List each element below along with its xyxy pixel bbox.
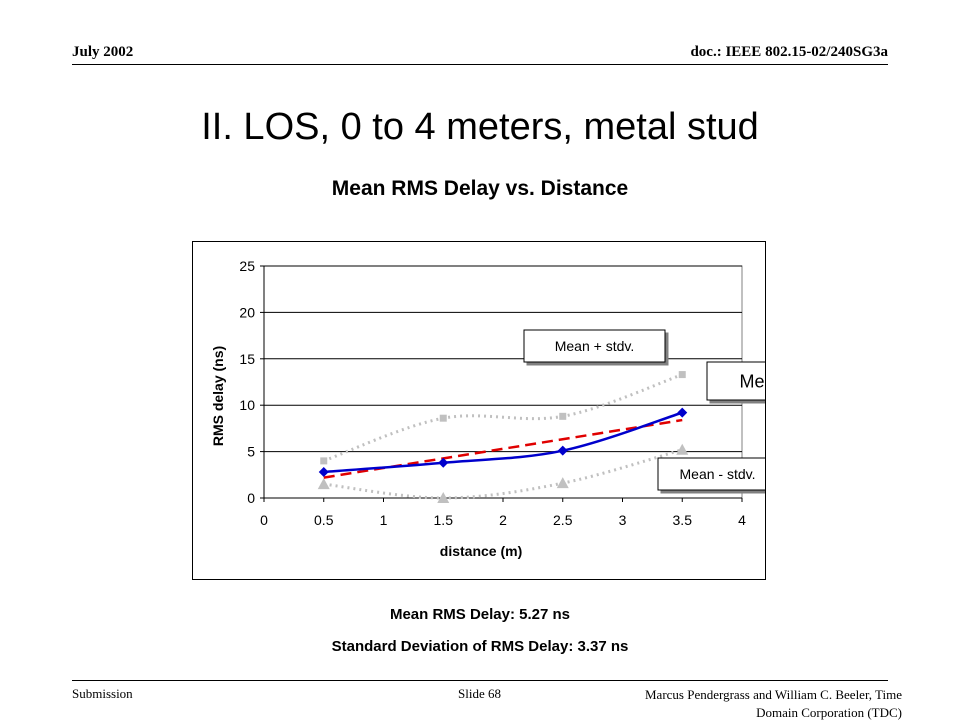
annotation-mean-rms-delay: Mean RMS Delay [706,361,765,401]
point-mean [677,407,688,418]
point-lower [317,478,330,490]
chart-frame: 0 5 10 15 20 25 0 0.5 1 1.5 2 2.5 3 3.5 4 distance (m) R… [192,241,766,580]
series-line-upper [323,373,683,463]
y-tick-label: 10 [239,397,255,413]
point-mean [318,467,329,478]
series-line-lower [323,448,683,500]
point-upper [559,412,567,420]
annotation-mean-rms-delay-label: Mean RMS Delay [739,371,765,391]
header-rule [72,64,888,65]
point-lower [437,492,450,503]
x-tick-label: 3 [619,512,627,528]
x-tick-label: 1.5 [434,512,454,528]
x-tick-label: 0 [260,512,268,528]
x-tick-label: 2.5 [553,512,573,528]
header-doc-id: doc.: IEEE 802.15-02/240SG3a [690,44,888,60]
x-tick-label: 0.5 [314,512,334,528]
annotation-mean-minus-stdv-box [657,457,765,491]
chart-svg: 0 5 10 15 20 25 0 0.5 1 1.5 2 2.5 3 3.5 4 distance (m) R… [210,258,765,559]
annotation-mean-rms-delay-box [706,361,765,401]
footer-authors-line1: Marcus Pendergrass and William C. Beeler… [645,687,902,702]
point-mean [557,445,568,456]
y-tick-label: 20 [239,304,255,320]
annotation-mean-plus-stdv: Mean + stdv. [523,329,666,363]
annotation-mean-minus-stdv: Mean - stdv. [657,457,765,491]
slide-title: II. LOS, 0 to 4 meters, metal stud [201,106,759,148]
chart-title: Mean RMS Delay vs. Distance [331,177,629,200]
annotation-mean-minus-stdv-label: Mean - stdv. [680,466,756,482]
point-lower [676,443,689,455]
y-tick-label: 0 [247,490,255,506]
annotation-mean-plus-stdv-label: Mean + stdv. [555,338,635,354]
header-date: July 2002 [72,44,134,60]
mean-stat: Mean RMS Delay: 5.27 ns [389,606,571,623]
stdev-stat: Standard Deviation of RMS Delay: 3.37 ns [331,638,629,655]
x-tick-label: 4 [738,512,746,528]
x-tick-label: 1 [380,512,388,528]
point-upper [320,457,328,465]
series-line-mean [323,411,683,474]
point-upper [678,371,686,379]
point-upper [439,414,447,422]
point-lower [556,477,569,489]
footer-submission: Submission [72,686,133,701]
point-mean [438,457,449,468]
y-tick-label: 25 [239,258,255,274]
y-tick-label: 15 [239,351,255,367]
footer-slide-number: Slide 68 [458,686,501,701]
y-axis-title: RMS delay (ns) [210,346,226,446]
footer-rule [72,680,888,681]
annotation-mean-plus-stdv-box [523,329,666,363]
footer-authors-line2: Domain Corporation (TDC) [756,705,902,720]
x-tick-label: 2 [499,512,507,528]
footer-authors: Marcus Pendergrass and William C. Beeler… [645,686,902,722]
x-tick-label: 3.5 [673,512,693,528]
y-tick-label: 5 [247,444,255,460]
x-axis-title: distance (m) [440,543,522,559]
